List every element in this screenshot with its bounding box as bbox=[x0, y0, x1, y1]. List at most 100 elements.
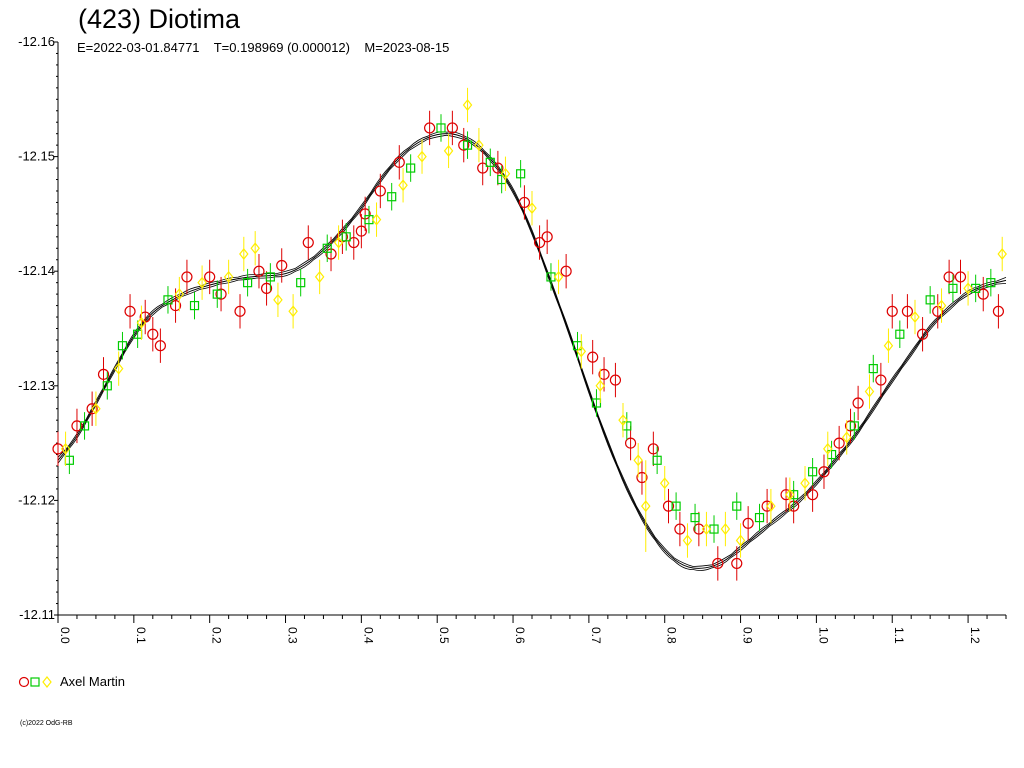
data-point-circle bbox=[86, 403, 98, 415]
data-point-diamond bbox=[250, 242, 260, 255]
data-point-square bbox=[212, 289, 222, 299]
data-point-diamond bbox=[500, 167, 511, 180]
data-point-square bbox=[732, 501, 742, 511]
y-tick-label: -12.16 bbox=[18, 34, 55, 49]
data-point-circle bbox=[647, 443, 659, 455]
data-point-circle bbox=[393, 156, 405, 168]
data-point-diamond bbox=[823, 442, 833, 455]
x-tick-label: 0.1 bbox=[134, 627, 148, 644]
fit-curve bbox=[57, 133, 1007, 569]
data-point-diamond bbox=[720, 523, 731, 536]
data-point-diamond bbox=[963, 282, 973, 295]
data-point-circle bbox=[780, 489, 792, 501]
data-point-diamond bbox=[333, 236, 344, 249]
data-point-circle bbox=[818, 466, 830, 478]
data-point-circle bbox=[541, 231, 553, 243]
data-point-diamond bbox=[785, 488, 795, 501]
data-point-square bbox=[296, 278, 306, 288]
y-tick-label: -12.11 bbox=[19, 607, 55, 622]
data-point-diamond bbox=[735, 534, 746, 547]
data-point-circle bbox=[852, 397, 864, 409]
data-point-diamond bbox=[936, 299, 947, 312]
data-point-square bbox=[652, 455, 662, 465]
data-point-circle bbox=[518, 196, 531, 209]
data-point-square bbox=[436, 123, 446, 133]
data-point-square bbox=[163, 295, 173, 305]
data-point-square bbox=[102, 381, 112, 391]
data-point-circle bbox=[674, 523, 686, 535]
data-point-circle bbox=[712, 557, 724, 570]
data-point-diamond bbox=[800, 477, 810, 490]
legend: Axel Martin bbox=[18, 674, 125, 689]
data-point-circle bbox=[886, 305, 898, 317]
data-point-diamond bbox=[576, 345, 587, 358]
data-point-diamond bbox=[398, 179, 408, 192]
x-tick-label: 1.0 bbox=[816, 627, 830, 644]
data-point-circle bbox=[731, 557, 743, 570]
fit-curve-lower bbox=[57, 134, 1007, 571]
data-point-circle bbox=[71, 420, 83, 432]
x-tick-label: 0.0 bbox=[58, 627, 72, 644]
data-point-diamond bbox=[595, 379, 606, 392]
data-point-circle bbox=[147, 328, 159, 340]
data-point-circle bbox=[253, 265, 265, 277]
x-tick-label: 0.9 bbox=[741, 627, 755, 644]
data-point-square bbox=[322, 243, 332, 253]
data-point-circle bbox=[833, 437, 845, 449]
legend-label: Axel Martin bbox=[60, 674, 126, 689]
data-point-circle bbox=[492, 162, 504, 174]
data-point-diamond bbox=[288, 305, 298, 318]
data-point-circle bbox=[124, 305, 136, 317]
data-point-circle bbox=[875, 374, 887, 386]
data-point-circle bbox=[260, 282, 273, 294]
data-point-square bbox=[485, 157, 495, 167]
data-point-circle bbox=[662, 500, 675, 512]
data-point-circle bbox=[52, 443, 64, 455]
data-point-diamond bbox=[474, 139, 484, 152]
data-point-square bbox=[849, 421, 859, 431]
data-point-circle bbox=[458, 139, 470, 151]
data-point-circle bbox=[916, 328, 929, 340]
data-point-diamond bbox=[682, 534, 693, 547]
x-tick-label: 0.6 bbox=[513, 627, 527, 644]
data-point-circle bbox=[560, 265, 572, 277]
data-point-circle bbox=[807, 489, 819, 501]
legend-markers-icon bbox=[18, 675, 52, 688]
data-point-circle bbox=[943, 271, 955, 283]
data-point-diamond bbox=[701, 523, 712, 536]
x-tick-label: 0.3 bbox=[286, 627, 300, 644]
data-point-square bbox=[925, 295, 935, 305]
data-point-circle bbox=[169, 299, 182, 312]
data-point-square bbox=[868, 364, 878, 374]
data-point-circle bbox=[215, 288, 227, 300]
data-point-circle bbox=[374, 185, 386, 197]
y-tick-label: -12.13 bbox=[18, 378, 55, 393]
y-tick-label: -12.14 bbox=[18, 263, 55, 278]
data-point-circle bbox=[181, 271, 193, 283]
data-point-circle bbox=[693, 523, 705, 535]
x-tick-label: 0.4 bbox=[361, 627, 375, 644]
data-point-square bbox=[754, 512, 765, 523]
data-point-diamond bbox=[997, 248, 1007, 260]
data-point-diamond bbox=[766, 500, 776, 513]
data-point-circle bbox=[234, 305, 246, 317]
data-point-diamond bbox=[864, 385, 875, 398]
x-tick-label: 0.8 bbox=[665, 627, 679, 644]
data-point-circle bbox=[355, 225, 367, 237]
data-point-square bbox=[387, 192, 397, 202]
data-point-diamond bbox=[910, 311, 920, 324]
data-point-diamond bbox=[113, 362, 124, 375]
data-point-diamond bbox=[633, 454, 643, 467]
data-point-square bbox=[117, 341, 128, 351]
data-point-circle bbox=[636, 471, 648, 484]
data-point-circle bbox=[154, 340, 166, 352]
data-point-diamond bbox=[91, 402, 101, 415]
x-tick-label: 0.2 bbox=[210, 627, 224, 644]
data-point-diamond bbox=[640, 500, 651, 513]
data-point-circle bbox=[302, 236, 314, 249]
data-point-diamond bbox=[60, 442, 71, 455]
data-point-square bbox=[516, 169, 526, 179]
data-point-square bbox=[986, 278, 996, 288]
copyright: (c)2022 OdG-RB bbox=[20, 720, 73, 727]
